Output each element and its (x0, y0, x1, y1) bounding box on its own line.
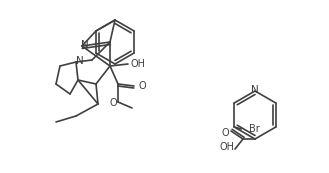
Text: O: O (221, 128, 229, 138)
Text: Br: Br (249, 124, 260, 134)
Text: OH: OH (219, 142, 235, 152)
Text: N: N (76, 56, 84, 66)
Text: O: O (109, 98, 117, 108)
Text: N: N (81, 40, 89, 50)
Text: O: O (138, 81, 146, 91)
Text: N: N (251, 85, 259, 95)
Text: OH: OH (131, 59, 145, 69)
